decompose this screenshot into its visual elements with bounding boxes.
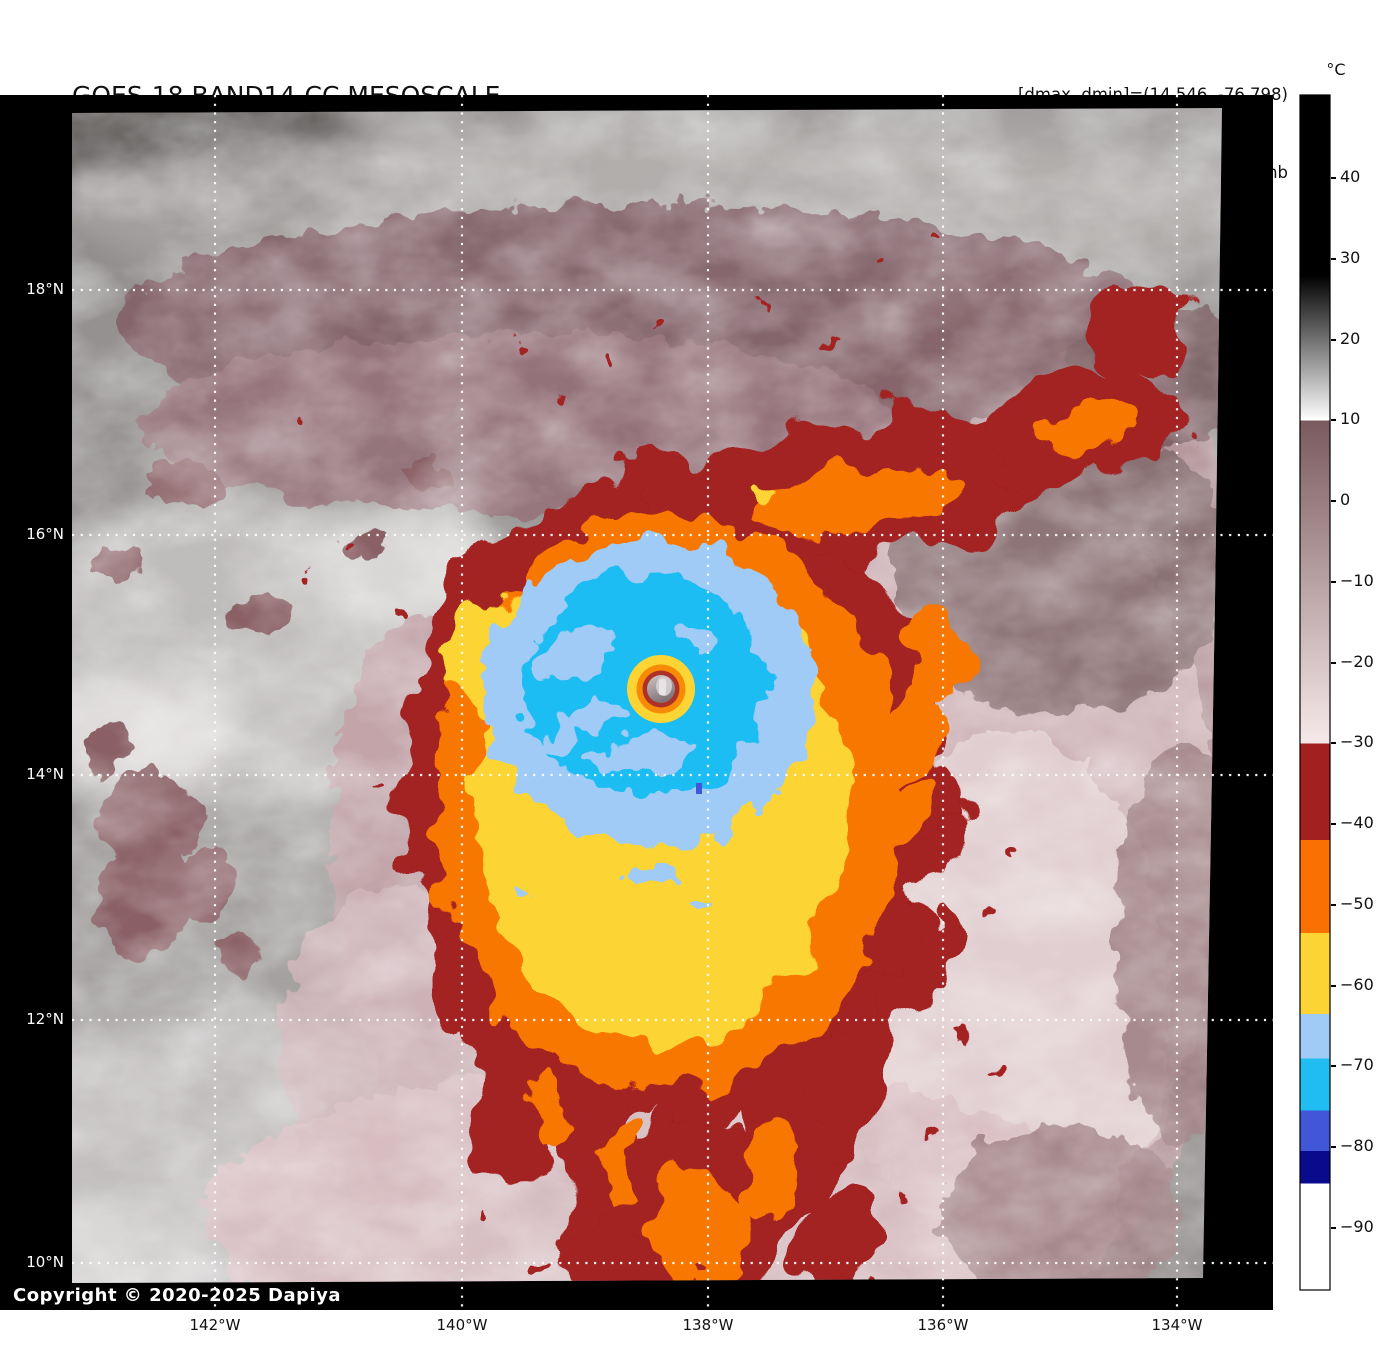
latitude-label: 10°N <box>26 1253 64 1271</box>
colorbar-tick-label: −30 <box>1340 732 1374 751</box>
colorbar-tick-label: −20 <box>1340 652 1374 671</box>
colorbar-tick-label: −10 <box>1340 571 1374 590</box>
colorbar-tick-mark <box>1331 1146 1336 1148</box>
colorbar-tick-label: 20 <box>1340 329 1361 348</box>
colorbar-tick-mark <box>1331 662 1336 664</box>
colorbar-tick-mark <box>1331 1227 1336 1229</box>
colorbar-tick-label: −90 <box>1340 1217 1374 1236</box>
colorbar-tick-label: −70 <box>1340 1055 1374 1074</box>
storm-eye <box>627 655 702 794</box>
colorbar <box>1299 94 1331 1291</box>
satellite-map-plot: Copyright © 2020-2025 Dapiya 18°N 16°N 14°… <box>0 95 1273 1310</box>
colorbar-tick-label: −50 <box>1340 894 1374 913</box>
colorbar-gradient <box>1299 94 1331 1291</box>
longitude-label: 134°W <box>1151 1316 1203 1334</box>
colorbar-tick-label: 10 <box>1340 409 1361 428</box>
colorbar-tick-label: −60 <box>1340 975 1374 994</box>
colorbar-tick-mark <box>1331 904 1336 906</box>
colorbar-tick-label: 0 <box>1340 490 1351 509</box>
colorbar-tick-mark <box>1331 177 1336 179</box>
longitude-label: 136°W <box>917 1316 969 1334</box>
latitude-label: 18°N <box>26 280 64 298</box>
colorbar-tick-mark <box>1331 823 1336 825</box>
colorbar-tick-mark <box>1331 339 1336 341</box>
coldest-pixel <box>696 783 702 794</box>
latitude-label: 14°N <box>26 765 64 783</box>
colorbar-tick-label: −40 <box>1340 813 1374 832</box>
copyright-notice: Copyright © 2020-2025 Dapiya <box>13 1285 342 1306</box>
longitude-label: 140°W <box>436 1316 488 1334</box>
colorbar-tick-label: 30 <box>1340 248 1361 267</box>
latitude-label: 12°N <box>26 1010 64 1028</box>
graticule <box>72 95 1273 1310</box>
colorbar-tick-mark <box>1331 1065 1336 1067</box>
colorbar-tick-mark <box>1331 581 1336 583</box>
colorbar-tick-mark <box>1331 500 1336 502</box>
longitude-label: 138°W <box>682 1316 734 1334</box>
satellite-image <box>0 95 1273 1310</box>
colorbar-tick-mark <box>1331 419 1336 421</box>
colorbar-tick-mark <box>1331 258 1336 260</box>
colorbar-tick-label: −80 <box>1340 1136 1374 1155</box>
longitude-label: 142°W <box>189 1316 241 1334</box>
latitude-label: 16°N <box>26 525 64 543</box>
colorbar-tick-mark <box>1331 742 1336 744</box>
colorbar-tick-label: 40 <box>1340 167 1361 186</box>
colorbar-tick-mark <box>1331 985 1336 987</box>
cold-speckles <box>295 235 1014 1283</box>
storm-cdo-blues <box>482 541 818 913</box>
colorbar-unit-label: °C <box>1326 60 1346 79</box>
